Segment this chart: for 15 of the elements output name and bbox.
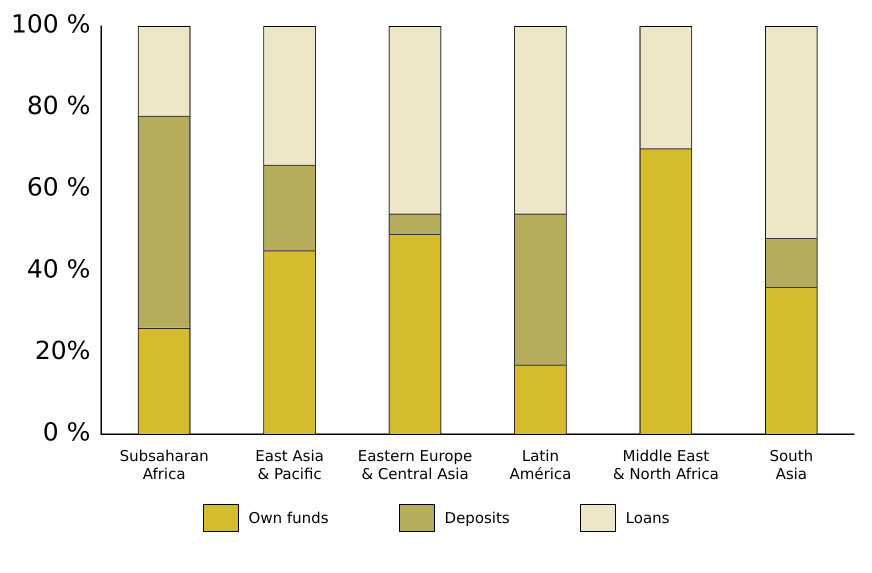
x-tick-label: Latin América [509,446,572,483]
y-tick-label: 0 % [42,418,90,446]
y-tick-label: 60 % [26,172,90,202]
x-tick-label: Subsaharan Africa [120,446,209,483]
y-tick-label: 40 % [26,254,90,284]
x-tick-label: East Asia & Pacific [255,446,324,483]
x-tick-label: Eastern Europe & Central Asia [358,446,472,483]
y-tick-label: 80 % [26,91,90,120]
x-tick-label: Middle East & North Africa [612,446,719,483]
x-tick-label: South Asia [769,446,814,483]
y-tick-label: 20% [34,336,90,365]
y-tick-label: 100 % [10,10,90,38]
legend-label: Own funds [248,509,329,527]
legend-label: Loans [626,509,670,527]
legend-label: Deposits [444,509,510,527]
